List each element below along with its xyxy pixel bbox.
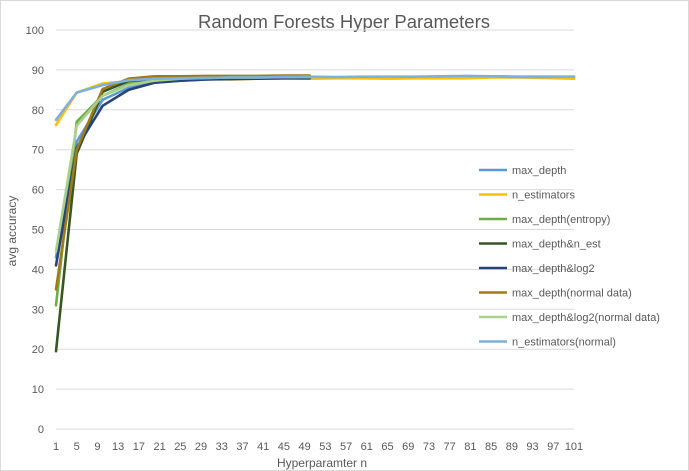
x-tick-label: 33 <box>216 441 228 453</box>
legend-label: max_depth <box>512 165 566 177</box>
x-tick-label: 21 <box>153 441 165 453</box>
chart-title: Random Forests Hyper Parameters <box>198 11 490 32</box>
y-tick-label: 0 <box>38 424 44 436</box>
x-tick-label: 61 <box>361 441 373 453</box>
x-axis-ticks: 1 5 9 13 17 21 25 29 33 37 41 45 49 53 57 61 65 69 73 77 81 8… <box>53 441 583 453</box>
y-tick-label: 70 <box>32 145 44 157</box>
x-tick-label: 81 <box>464 441 476 453</box>
x-tick-label: 5 <box>74 441 80 453</box>
x-tick-label: 69 <box>402 441 414 453</box>
x-tick-label: 41 <box>257 441 269 453</box>
x-tick-label: 77 <box>444 441 456 453</box>
legend-label: max_depth&log2 <box>512 263 595 275</box>
x-tick-label: 1 <box>53 441 59 453</box>
x-axis-title: Hyperparamter n <box>277 456 367 470</box>
y-axis-title: avg accuracy <box>5 196 19 267</box>
y-tick-label: 50 <box>32 225 44 237</box>
legend-label: n_estimators <box>512 190 575 202</box>
x-tick-label: 89 <box>506 441 518 453</box>
x-tick-label: 65 <box>381 441 393 453</box>
y-tick-label: 80 <box>32 105 44 117</box>
x-tick-label: 29 <box>195 441 207 453</box>
x-tick-label: 49 <box>299 441 311 453</box>
x-tick-label: 101 <box>565 441 583 453</box>
y-tick-label: 60 <box>32 185 44 197</box>
y-tick-label: 100 <box>26 25 44 37</box>
series-line-8 <box>54 74 576 122</box>
x-tick-label: 93 <box>526 441 538 453</box>
x-tick-label: 85 <box>485 441 497 453</box>
series-line-6 <box>54 74 312 291</box>
y-tick-label: 30 <box>32 304 44 316</box>
x-tick-label: 57 <box>340 441 352 453</box>
x-tick-label: 45 <box>278 441 290 453</box>
gridlines <box>56 29 574 430</box>
legend-label: n_estimators(normal) <box>512 337 616 349</box>
legend-label: max_depth(entropy) <box>512 214 610 226</box>
y-tick-label: 20 <box>32 344 44 356</box>
x-tick-label: 25 <box>174 441 186 453</box>
x-tick-label: 9 <box>94 441 100 453</box>
x-tick-label: 73 <box>423 441 435 453</box>
legend-label: max_depth&n_est <box>512 239 601 251</box>
y-tick-label: 90 <box>32 65 44 77</box>
legend-label: max_depth&log2(normal data) <box>512 312 660 324</box>
legend-label: max_depth(normal data) <box>512 288 632 300</box>
x-tick-label: 17 <box>133 441 145 453</box>
y-tick-label: 40 <box>32 264 44 276</box>
series-line-1 <box>54 75 576 259</box>
legend: max_depth n_estimators max_depth(entropy)m… <box>479 165 660 349</box>
x-tick-label: 13 <box>112 441 124 453</box>
x-tick-label: 97 <box>547 441 559 453</box>
x-tick-label: 53 <box>319 441 331 453</box>
x-tick-label: 37 <box>236 441 248 453</box>
y-tick-label: 10 <box>32 384 44 396</box>
y-axis-ticks: 0 10 20 30 40 50 60 70 80 90 100 <box>26 25 44 436</box>
series-lines <box>54 74 576 353</box>
